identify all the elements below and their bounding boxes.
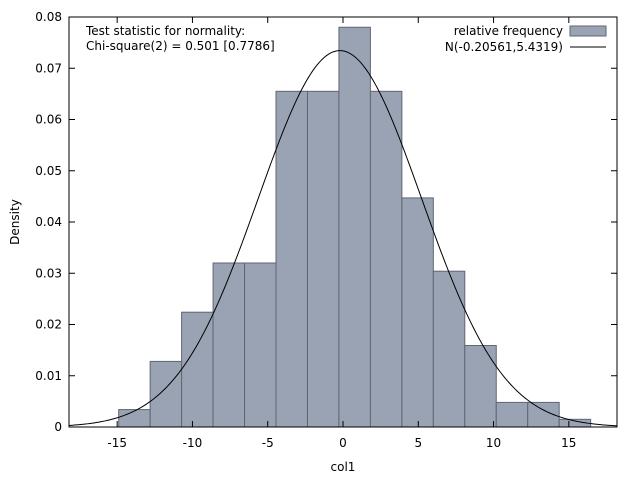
histogram-bar-2 (149, 360, 183, 428)
chi-square-result: Chi-square(2) = 0.501 [0.7786] (86, 39, 275, 53)
x-tick-label: 0 (339, 436, 347, 450)
x-axis-label: col1 (331, 460, 356, 474)
legend-label-histogram: relative frequency (454, 24, 563, 38)
histogram-bar-5 (244, 262, 277, 428)
x-tick-label: 5 (414, 436, 422, 450)
x-tick-label: -10 (183, 436, 203, 450)
y-tick-label: 0.05 (35, 164, 62, 178)
legend: relative frequency N(-0.20561,5.4319) (445, 24, 607, 54)
x-axis-ticks: -15 -10 -5 0 5 10 15 (107, 17, 576, 450)
y-axis-label: Density (8, 199, 22, 245)
y-tick-label: 0.06 (35, 113, 62, 127)
histogram-bar-10 (401, 197, 434, 428)
histogram-bar-3 (181, 311, 214, 428)
histogram-bar-1 (118, 409, 151, 428)
y-tick-label: 0.03 (35, 266, 62, 280)
legend-swatch-histogram (569, 25, 607, 37)
histogram-bar-8 (338, 26, 371, 428)
y-tick-label: 0.02 (35, 318, 62, 332)
histogram-bar-4 (212, 262, 246, 428)
normal-density-curve (68, 50, 618, 427)
y-axis-ticks: 0 0.01 0.02 0.03 0.04 0.05 0.06 0.07 0.08 (35, 10, 617, 434)
x-tick-label: 15 (561, 436, 576, 450)
x-tick-label: -15 (107, 436, 127, 450)
histogram-bar-9 (369, 90, 403, 428)
histogram-bar-13 (495, 401, 529, 428)
histogram-bar-12 (464, 345, 497, 428)
y-tick-label: 0.04 (35, 215, 62, 229)
histogram-bars (118, 26, 592, 428)
y-tick-label: 0.07 (35, 61, 62, 75)
y-tick-label: 0 (54, 420, 62, 434)
legend-label-normal-curve: N(-0.20561,5.4319) (445, 40, 563, 54)
x-tick-label: 10 (486, 436, 501, 450)
normality-test-title: Test statistic for normality: (85, 24, 245, 38)
y-tick-label: 0.08 (35, 10, 62, 24)
histogram-bar-11 (432, 270, 466, 428)
histogram-bar-6 (275, 90, 308, 428)
histogram-bar-7 (306, 90, 340, 428)
y-tick-label: 0.01 (35, 369, 62, 383)
x-tick-label: -5 (262, 436, 274, 450)
